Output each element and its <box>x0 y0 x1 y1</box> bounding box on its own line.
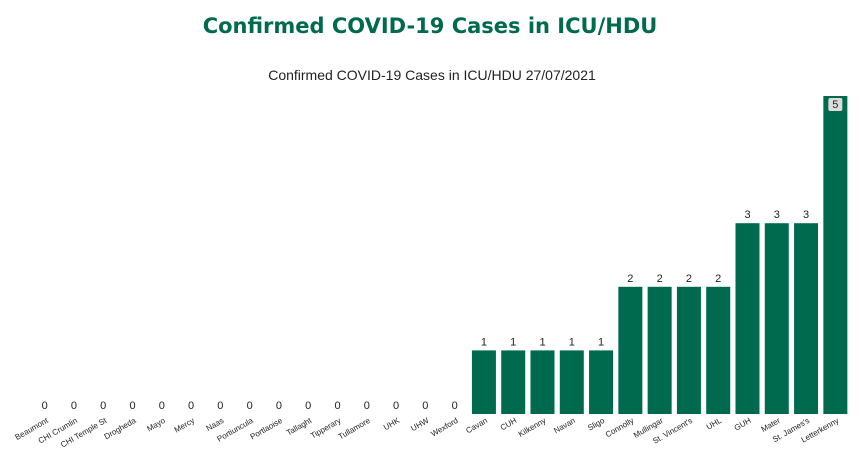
x-tick-label-15: Cavan <box>464 416 489 435</box>
value-label-16: 1 <box>510 336 516 348</box>
bar-22 <box>676 286 701 414</box>
value-label-25: 3 <box>774 209 780 221</box>
value-label-13: 0 <box>422 400 428 412</box>
value-label-22: 2 <box>686 273 692 285</box>
x-tick-label-16: CUH <box>499 416 519 433</box>
value-labels-group: 0 0 0 0 0 0 0 0 0 0 0 0 0 0 0 1 1 1 1 1 2 2 2 2 3 3 3 5 <box>42 98 843 412</box>
x-tick-label-13: UHW <box>409 416 430 434</box>
bar-15 <box>471 350 496 414</box>
x-tick-label-24: GUH <box>733 416 753 433</box>
x-tick-label-6: Naas <box>205 416 226 433</box>
value-label-20: 2 <box>627 273 633 285</box>
value-label-23: 2 <box>715 273 721 285</box>
value-label-1: 0 <box>71 400 77 412</box>
bar-17 <box>530 350 555 414</box>
value-label-0: 0 <box>42 400 48 412</box>
x-tick-label-18: Navan <box>552 416 577 435</box>
bar-20 <box>618 286 643 414</box>
chart-title: Confirmed COVID-19 Cases in ICU/HDU 27/0… <box>268 67 596 83</box>
value-label-21: 2 <box>657 273 663 285</box>
bar-18 <box>559 350 584 414</box>
value-label-24: 3 <box>744 209 750 221</box>
x-tick-label-19: Sligo <box>586 416 606 433</box>
x-tick-label-8: Portlaoise <box>249 416 285 442</box>
bar-19 <box>589 350 614 414</box>
x-tick-label-14: Wexford <box>429 416 459 439</box>
value-label-7: 0 <box>247 400 253 412</box>
value-label-5: 0 <box>188 400 194 412</box>
value-label-15: 1 <box>481 336 487 348</box>
value-label-26: 3 <box>803 209 809 221</box>
value-label-27: 5 <box>832 99 838 111</box>
value-label-14: 0 <box>452 400 458 412</box>
x-tick-label-3: Drogheda <box>103 416 138 442</box>
value-label-6: 0 <box>217 400 223 412</box>
value-label-18: 1 <box>569 336 575 348</box>
value-label-19: 1 <box>598 336 604 348</box>
bar-16 <box>501 350 526 414</box>
x-tick-label-5: Mercy <box>173 416 196 435</box>
bar-24 <box>735 223 760 414</box>
x-tick-label-20: Connolly <box>604 416 635 439</box>
value-label-10: 0 <box>334 400 340 412</box>
value-label-box-27 <box>828 98 843 111</box>
value-label-9: 0 <box>305 400 311 412</box>
value-label-3: 0 <box>129 400 135 412</box>
value-label-8: 0 <box>276 400 282 412</box>
bar-23 <box>706 286 731 414</box>
value-label-12: 0 <box>393 400 399 412</box>
bar-25 <box>764 223 789 414</box>
bars-group <box>471 96 848 414</box>
bar-27 <box>823 96 848 414</box>
value-label-2: 0 <box>100 400 106 412</box>
x-tick-label-11: Tullamore <box>337 416 373 442</box>
bar-21 <box>647 286 672 414</box>
bar-26 <box>794 223 819 414</box>
x-tick-label-17: Kilkenny <box>517 416 548 439</box>
value-label-17: 1 <box>539 336 545 348</box>
x-tick-label-4: Mayo <box>145 416 167 434</box>
x-tick-label-23: UHL <box>705 416 724 432</box>
page-title: Confirmed COVID-19 Cases in ICU/HDU <box>202 14 658 38</box>
value-label-11: 0 <box>364 400 370 412</box>
value-label-4: 0 <box>159 400 165 412</box>
x-tick-label-12: UHK <box>382 416 402 433</box>
